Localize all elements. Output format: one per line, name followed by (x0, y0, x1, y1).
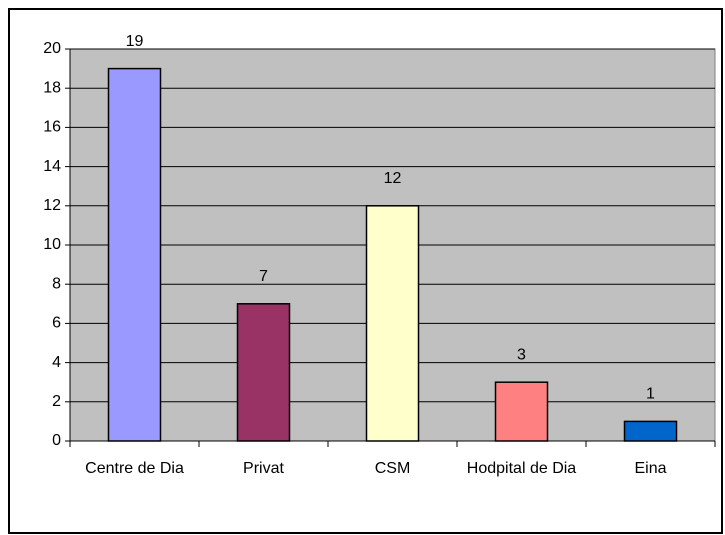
x-tick-label: CSM (374, 460, 411, 477)
y-tick-label: 2 (52, 393, 61, 410)
bar (365, 205, 420, 442)
y-tick-label: 18 (43, 79, 61, 96)
data-label: 19 (126, 33, 144, 50)
y-tick-label: 14 (43, 158, 61, 175)
y-tick-label: 0 (52, 432, 61, 449)
bar (623, 420, 678, 442)
bar (236, 303, 291, 442)
y-tick-label: 12 (43, 197, 61, 214)
x-label-box: Eina (634, 460, 667, 477)
x-tick-label: Privat (243, 460, 284, 477)
data-label: 3 (517, 346, 526, 363)
data-label: 7 (259, 268, 268, 285)
x-tick-label: Eina (634, 460, 667, 477)
y-tick-label: 10 (43, 236, 61, 253)
data-label: 1 (646, 386, 655, 403)
bar (107, 67, 162, 442)
x-tick-label: Centre de Dia (85, 460, 184, 477)
x-label-box: CSM (374, 460, 411, 477)
y-tick-label: 8 (52, 275, 61, 292)
x-tick-label: Hodpital de Dia (466, 460, 577, 477)
x-label-box: Privat (243, 460, 284, 477)
x-label-box: Hodpital de Dia (466, 460, 577, 477)
y-tick-label: 16 (43, 119, 61, 136)
y-tick-label: 20 (43, 40, 61, 57)
bar (494, 381, 549, 442)
y-tick-label: 6 (52, 315, 61, 332)
x-label-box: Centre de Dia (85, 460, 184, 477)
y-tick-label: 4 (52, 354, 61, 371)
data-label: 12 (384, 170, 402, 187)
